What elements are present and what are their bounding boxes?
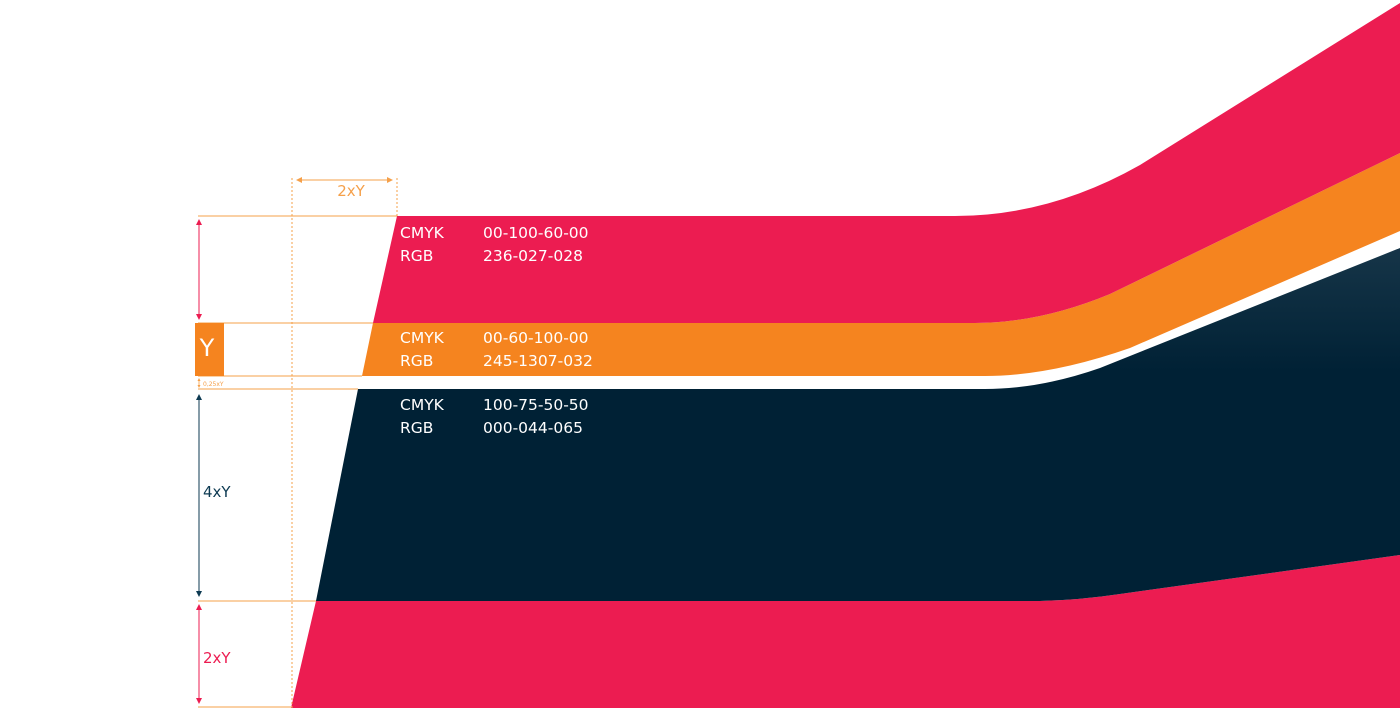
bottom-red-height-arrow — [196, 604, 202, 704]
orange-cmyk-value: 00-60-100-00 — [483, 329, 589, 347]
navy-height-label: 4xY — [203, 483, 231, 501]
gap-label: 0,25xY — [203, 381, 224, 388]
red-rgb-label: RGB — [400, 247, 433, 265]
navy-band — [316, 248, 1400, 601]
top-width-label: 2xY — [337, 182, 365, 200]
orange-band — [362, 153, 1400, 376]
orange-rgb-value: 245-1307-032 — [483, 352, 593, 370]
guide-lines — [198, 178, 398, 708]
red-rgb-value: 236-027-028 — [483, 247, 583, 265]
unit-y-label: Y — [199, 334, 215, 362]
red-cmyk-value: 00-100-60-00 — [483, 224, 589, 242]
navy-cmyk-label: CMYK — [400, 396, 445, 414]
top-red-band — [373, 3, 1400, 323]
navy-cmyk-value: 100-75-50-50 — [483, 396, 589, 414]
bottom-red-band — [291, 555, 1400, 708]
orange-cmyk-label: CMYK — [400, 329, 445, 347]
navy-height-arrow — [196, 394, 202, 597]
bottom-red-height-label: 2xY — [203, 649, 231, 667]
navy-rgb-value: 000-044-065 — [483, 419, 583, 437]
gap-arrow — [197, 378, 201, 388]
navy-rgb-label: RGB — [400, 419, 433, 437]
top-red-height-arrow — [196, 219, 202, 320]
red-cmyk-label: CMYK — [400, 224, 445, 242]
top-width-arrow — [296, 177, 393, 183]
orange-rgb-label: RGB — [400, 352, 433, 370]
unit-y-box — [195, 323, 224, 376]
